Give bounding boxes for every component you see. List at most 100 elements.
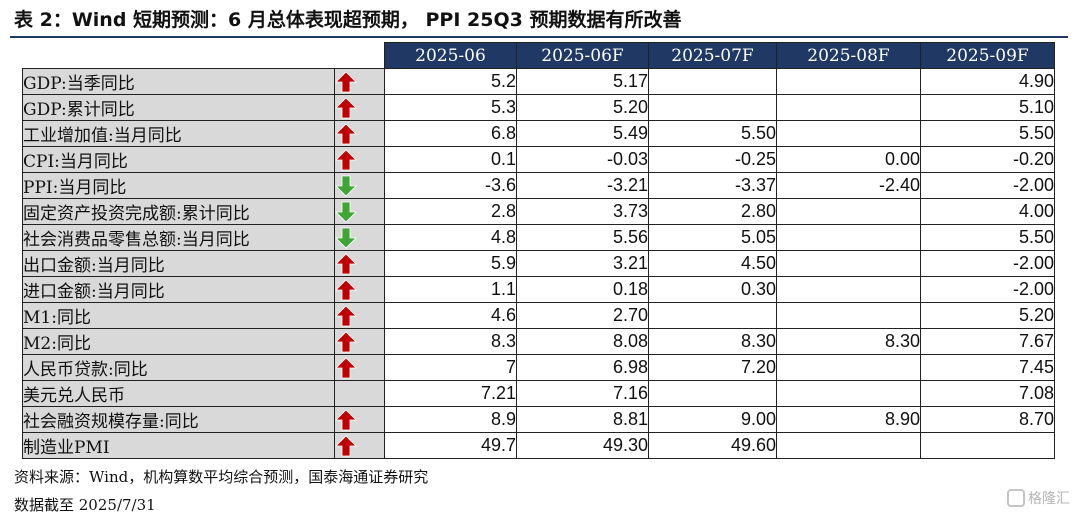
value-cell: 49.60	[648, 432, 777, 459]
watermark-text: 格隆汇	[1028, 491, 1070, 507]
value-cell: 5.49	[516, 120, 649, 147]
value-cell: -2.40	[776, 172, 921, 199]
arrow-up-icon	[335, 278, 357, 300]
arrow-up-icon	[335, 122, 357, 144]
row-label: 社会消费品零售总额:当月同比	[22, 224, 335, 251]
value-cell	[776, 302, 921, 329]
trend-cell	[334, 146, 385, 173]
trend-cell	[334, 250, 385, 277]
value-cell	[776, 432, 921, 459]
value-cell: 49.30	[516, 432, 649, 459]
row-label: M2:同比	[22, 328, 335, 355]
row-label: GDP:累计同比	[22, 94, 335, 121]
value-cell: 7.20	[648, 354, 777, 381]
table-row: GDP:累计同比 5.3 5.20 5.10	[22, 94, 1055, 121]
table-row: PPI:当月同比 -3.6 -3.21 -3.37 -2.40 -2.00	[22, 172, 1055, 199]
value-cell: 3.73	[516, 198, 649, 225]
arrow-up-icon	[335, 330, 357, 352]
value-cell: -0.20	[920, 146, 1055, 173]
table-row: CPI:当月同比 0.1 -0.03 -0.25 0.00 -0.20	[22, 146, 1055, 173]
value-cell	[648, 94, 777, 121]
header-row: 2025-06 2025-06F 2025-07F 2025-08F 2025-…	[22, 42, 1055, 69]
value-cell: 2.70	[516, 302, 649, 329]
value-cell: -0.03	[516, 146, 649, 173]
value-cell: 5.05	[648, 224, 777, 251]
value-cell	[776, 120, 921, 147]
value-cell: 1.1	[384, 276, 517, 303]
value-cell: -2.00	[920, 276, 1055, 303]
value-cell: 7.67	[920, 328, 1055, 355]
value-cell: 5.20	[920, 302, 1055, 329]
value-cell	[776, 354, 921, 381]
trend-cell	[334, 406, 385, 433]
table-row: 出口金额:当月同比 5.9 3.21 4.50 -2.00	[22, 250, 1055, 277]
value-cell: -3.37	[648, 172, 777, 199]
row-label: 进口金额:当月同比	[22, 276, 335, 303]
value-cell: 2.80	[648, 198, 777, 225]
arrow-down-icon	[335, 175, 357, 197]
value-cell: 3.21	[516, 250, 649, 277]
table-row: 固定资产投资完成额:累计同比 2.8 3.73 2.80 4.00	[22, 198, 1055, 225]
trend-cell	[334, 276, 385, 303]
trend-cell	[334, 68, 385, 95]
arrow-up-icon	[335, 356, 357, 378]
table-row: M2:同比 8.3 8.08 8.30 8.30 7.67	[22, 328, 1055, 355]
header-blank	[22, 42, 385, 69]
table-row: 制造业PMI 49.7 49.30 49.60	[22, 432, 1055, 459]
value-cell: 5.17	[516, 68, 649, 95]
value-cell: -2.00	[920, 250, 1055, 277]
value-cell: -2.00	[920, 172, 1055, 199]
value-cell	[776, 94, 921, 121]
value-cell	[776, 380, 921, 407]
trend-cell	[334, 94, 385, 121]
trend-cell	[334, 328, 385, 355]
value-cell: 0.30	[648, 276, 777, 303]
value-cell	[776, 198, 921, 225]
column-header: 2025-06	[384, 42, 517, 69]
table-row: 人民币贷款:同比 7 6.98 7.20 7.45	[22, 354, 1055, 381]
value-cell: 7.08	[920, 380, 1055, 407]
gelonghui-logo-icon	[1007, 489, 1025, 507]
arrow-down-icon	[335, 201, 357, 223]
arrow-up-icon	[335, 96, 357, 118]
value-cell	[776, 250, 921, 277]
table-row: GDP:当季同比 5.2 5.17 4.90	[22, 68, 1055, 95]
value-cell: 5.50	[920, 120, 1055, 147]
value-cell: 9.00	[648, 406, 777, 433]
arrow-up-icon	[335, 408, 357, 430]
value-cell: 5.20	[516, 94, 649, 121]
column-header: 2025-06F	[516, 42, 649, 69]
value-cell: 8.81	[516, 406, 649, 433]
value-cell	[648, 302, 777, 329]
value-cell: 0.00	[776, 146, 921, 173]
row-label: GDP:当季同比	[22, 68, 335, 95]
trend-cell	[334, 354, 385, 381]
trend-cell	[334, 120, 385, 147]
value-cell: 8.30	[648, 328, 777, 355]
value-cell: 7.45	[920, 354, 1055, 381]
value-cell: -3.6	[384, 172, 517, 199]
column-header: 2025-07F	[648, 42, 777, 69]
value-cell: 7.16	[516, 380, 649, 407]
value-cell: 4.6	[384, 302, 517, 329]
value-cell: 8.90	[776, 406, 921, 433]
row-label: 工业增加值:当月同比	[22, 120, 335, 147]
value-cell: 7.21	[384, 380, 517, 407]
forecast-table: 2025-06 2025-06F 2025-07F 2025-08F 2025-…	[22, 42, 1055, 459]
value-cell: 0.1	[384, 146, 517, 173]
trend-cell	[334, 198, 385, 225]
watermark: 格隆汇	[1007, 488, 1070, 508]
value-cell: 0.18	[516, 276, 649, 303]
arrow-down-icon	[335, 227, 357, 249]
trend-cell	[334, 302, 385, 329]
value-cell: 8.30	[776, 328, 921, 355]
arrow-up-icon	[335, 70, 357, 92]
trend-cell	[334, 172, 385, 199]
value-cell: 8.3	[384, 328, 517, 355]
row-label: CPI:当月同比	[22, 146, 335, 173]
row-label: 出口金额:当月同比	[22, 250, 335, 277]
value-cell: 5.2	[384, 68, 517, 95]
value-cell: 5.50	[920, 224, 1055, 251]
value-cell: 4.8	[384, 224, 517, 251]
row-label: 美元兑人民币	[22, 380, 335, 407]
